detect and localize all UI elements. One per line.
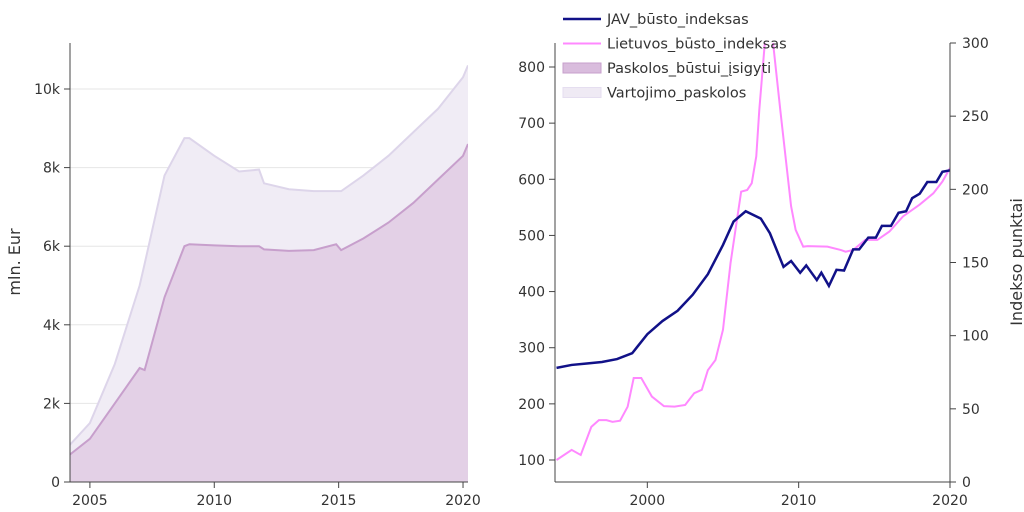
- right-y-tick-label: 250: [962, 109, 989, 125]
- y-tick-label: 6k: [43, 239, 61, 255]
- left-y-tick-label: 800: [518, 60, 545, 76]
- y-tick-label: 4k: [43, 318, 61, 334]
- x-tick-label: 2020: [445, 493, 481, 509]
- left-y-tick-label: 300: [518, 341, 545, 357]
- y-tick-label: 10k: [34, 82, 61, 98]
- legend-item[interactable]: JAV_būsto_indeksas: [563, 12, 749, 28]
- legend-item[interactable]: Vartojimo_paskolos: [562, 86, 746, 102]
- x-tick-label: 2010: [781, 493, 817, 509]
- legend-label: Paskolos_būstui_įsigyti: [607, 61, 771, 77]
- line-vartojimo_paskolos: [70, 65, 468, 446]
- y-tick-label: 2k: [43, 396, 61, 412]
- area-vartojimo_paskolos: [70, 65, 468, 455]
- left-y-tick-label: 700: [518, 116, 545, 132]
- right-y-tick-label: 300: [962, 36, 989, 52]
- legend-swatch-icon: [562, 87, 602, 98]
- line-jav_būsto_indeksas: [556, 169, 950, 370]
- right-y-tick-label: 150: [962, 256, 989, 272]
- right-y-axis-title: Indekso punktai: [1007, 198, 1024, 326]
- left-y-tick-label: 600: [518, 172, 545, 188]
- legend-item[interactable]: Lietuvos_būsto_indeksas: [563, 37, 787, 53]
- legend-swatch-icon: [562, 62, 602, 74]
- plot-area: [70, 65, 468, 482]
- left-y-tick-label: 200: [518, 397, 545, 413]
- x-tick-label: 2020: [932, 493, 968, 509]
- right-y-tick-label: 100: [962, 329, 989, 345]
- left-y-tick-label: 100: [518, 453, 545, 469]
- legend-label: Vartojimo_paskolos: [607, 86, 746, 102]
- left-y-tick-label: 400: [518, 285, 545, 301]
- x-tick-label: 2015: [321, 493, 357, 509]
- y-tick-label: 0: [51, 475, 60, 491]
- x-tick-label: 2005: [72, 493, 108, 509]
- line-lietuvos_būsto_indeksas: [555, 43, 950, 461]
- x-tick-label: 2000: [629, 493, 665, 509]
- y-axis-title: mln. Eur: [5, 228, 24, 296]
- line-paskolos_būstui_įsigyti: [70, 143, 468, 456]
- right-y-tick-label: 50: [962, 402, 980, 418]
- plot-area: [555, 43, 950, 461]
- right-y-tick-label: 200: [962, 182, 989, 198]
- x-tick-label: 2010: [196, 493, 232, 509]
- y-tick-label: 8k: [43, 161, 61, 177]
- right-y-tick-label: 0: [962, 475, 971, 491]
- legend: JAV_būsto_indeksas Lietuvos_būsto_indeksa…: [562, 12, 787, 102]
- legend-label: Lietuvos_būsto_indeksas: [607, 37, 787, 53]
- area-paskolos_būstui_įsigyti: [70, 144, 468, 482]
- left-y-tick-label: 500: [518, 228, 545, 244]
- legend-item[interactable]: Paskolos_būstui_įsigyti: [562, 61, 771, 77]
- legend-label: JAV_būsto_indeksas: [606, 12, 749, 28]
